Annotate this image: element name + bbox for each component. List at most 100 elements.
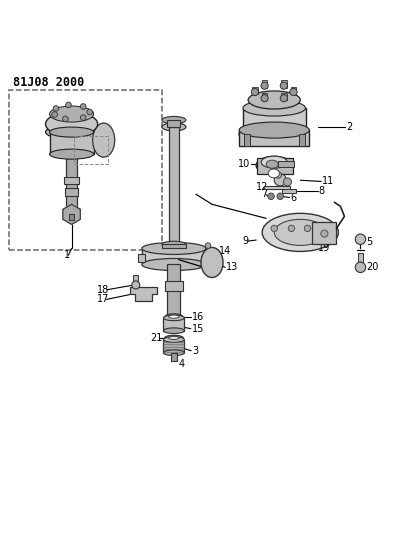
Ellipse shape [256, 156, 292, 174]
Ellipse shape [50, 149, 94, 159]
Ellipse shape [239, 122, 309, 138]
Ellipse shape [164, 337, 184, 342]
Ellipse shape [50, 127, 94, 137]
Circle shape [205, 243, 211, 248]
Bar [281, 80, 287, 88]
Text: 14: 14 [219, 246, 231, 256]
Bar [74, 136, 108, 164]
Circle shape [80, 115, 86, 120]
Bar [299, 134, 305, 146]
Bar [169, 127, 179, 245]
Circle shape [277, 193, 284, 199]
Text: 19: 19 [318, 244, 330, 254]
Polygon shape [130, 287, 157, 301]
Circle shape [261, 82, 268, 90]
Circle shape [53, 106, 59, 111]
Circle shape [290, 88, 297, 95]
Text: 17: 17 [97, 294, 109, 304]
Bar [171, 353, 177, 361]
Ellipse shape [268, 169, 280, 178]
Circle shape [275, 172, 282, 178]
Text: 1: 1 [63, 251, 70, 260]
Bar [162, 245, 186, 248]
Bar [262, 80, 267, 88]
Circle shape [268, 193, 274, 199]
Bar [164, 318, 184, 330]
Text: 21: 21 [150, 333, 162, 343]
Ellipse shape [165, 314, 183, 319]
Bar [282, 189, 296, 193]
Bar [64, 177, 79, 184]
Bar [142, 248, 206, 264]
Text: 12: 12 [256, 182, 269, 192]
Circle shape [284, 178, 291, 186]
Circle shape [271, 225, 278, 232]
Bar [133, 274, 138, 281]
Ellipse shape [165, 335, 183, 341]
Ellipse shape [162, 116, 186, 124]
Ellipse shape [248, 91, 300, 109]
Bar [50, 132, 94, 154]
Ellipse shape [142, 259, 206, 271]
Ellipse shape [239, 123, 309, 145]
Text: 81J08 2000: 81J08 2000 [13, 76, 85, 89]
Bar [165, 280, 183, 290]
Ellipse shape [50, 106, 94, 122]
Text: 7: 7 [261, 189, 267, 199]
Ellipse shape [142, 243, 206, 254]
Circle shape [280, 82, 288, 90]
Ellipse shape [164, 315, 184, 321]
Ellipse shape [46, 112, 98, 136]
Circle shape [63, 116, 68, 122]
Text: 15: 15 [192, 324, 204, 334]
Circle shape [52, 112, 57, 117]
Ellipse shape [321, 230, 328, 237]
Ellipse shape [262, 213, 339, 252]
Bar [312, 222, 337, 244]
Text: 18: 18 [97, 285, 109, 295]
Bar [138, 254, 145, 262]
Circle shape [261, 95, 268, 102]
Text: 6: 6 [290, 193, 297, 203]
Ellipse shape [274, 220, 326, 245]
Ellipse shape [201, 247, 223, 278]
Circle shape [355, 234, 366, 245]
Circle shape [66, 102, 71, 108]
Circle shape [80, 104, 86, 109]
Ellipse shape [169, 336, 179, 340]
Text: 16: 16 [192, 312, 204, 321]
Bar [168, 264, 180, 314]
Text: 3: 3 [192, 346, 198, 356]
Bar [203, 254, 210, 262]
Circle shape [87, 109, 93, 115]
Bar [168, 120, 180, 127]
Bar [244, 134, 250, 146]
Bar [281, 93, 287, 100]
Circle shape [355, 262, 366, 272]
Ellipse shape [46, 125, 98, 139]
Circle shape [274, 174, 286, 186]
Ellipse shape [93, 123, 115, 157]
Bar [264, 186, 290, 189]
Text: 11: 11 [322, 176, 335, 187]
Text: 8: 8 [318, 186, 324, 196]
Ellipse shape [162, 241, 186, 248]
Bar [243, 108, 305, 132]
Bar [69, 214, 74, 220]
Bar [9, 90, 162, 251]
Circle shape [132, 281, 140, 289]
Text: 10: 10 [238, 159, 250, 169]
Text: 5: 5 [366, 237, 373, 247]
Ellipse shape [164, 350, 184, 356]
Ellipse shape [169, 315, 179, 318]
Circle shape [288, 225, 295, 232]
Text: 20: 20 [366, 262, 379, 272]
Text: 9: 9 [242, 236, 248, 246]
Text: 13: 13 [226, 262, 238, 272]
Ellipse shape [162, 123, 186, 131]
Text: 2: 2 [347, 122, 353, 132]
Bar [252, 87, 258, 94]
Ellipse shape [261, 156, 287, 168]
Bar [66, 154, 77, 214]
Circle shape [251, 88, 259, 95]
